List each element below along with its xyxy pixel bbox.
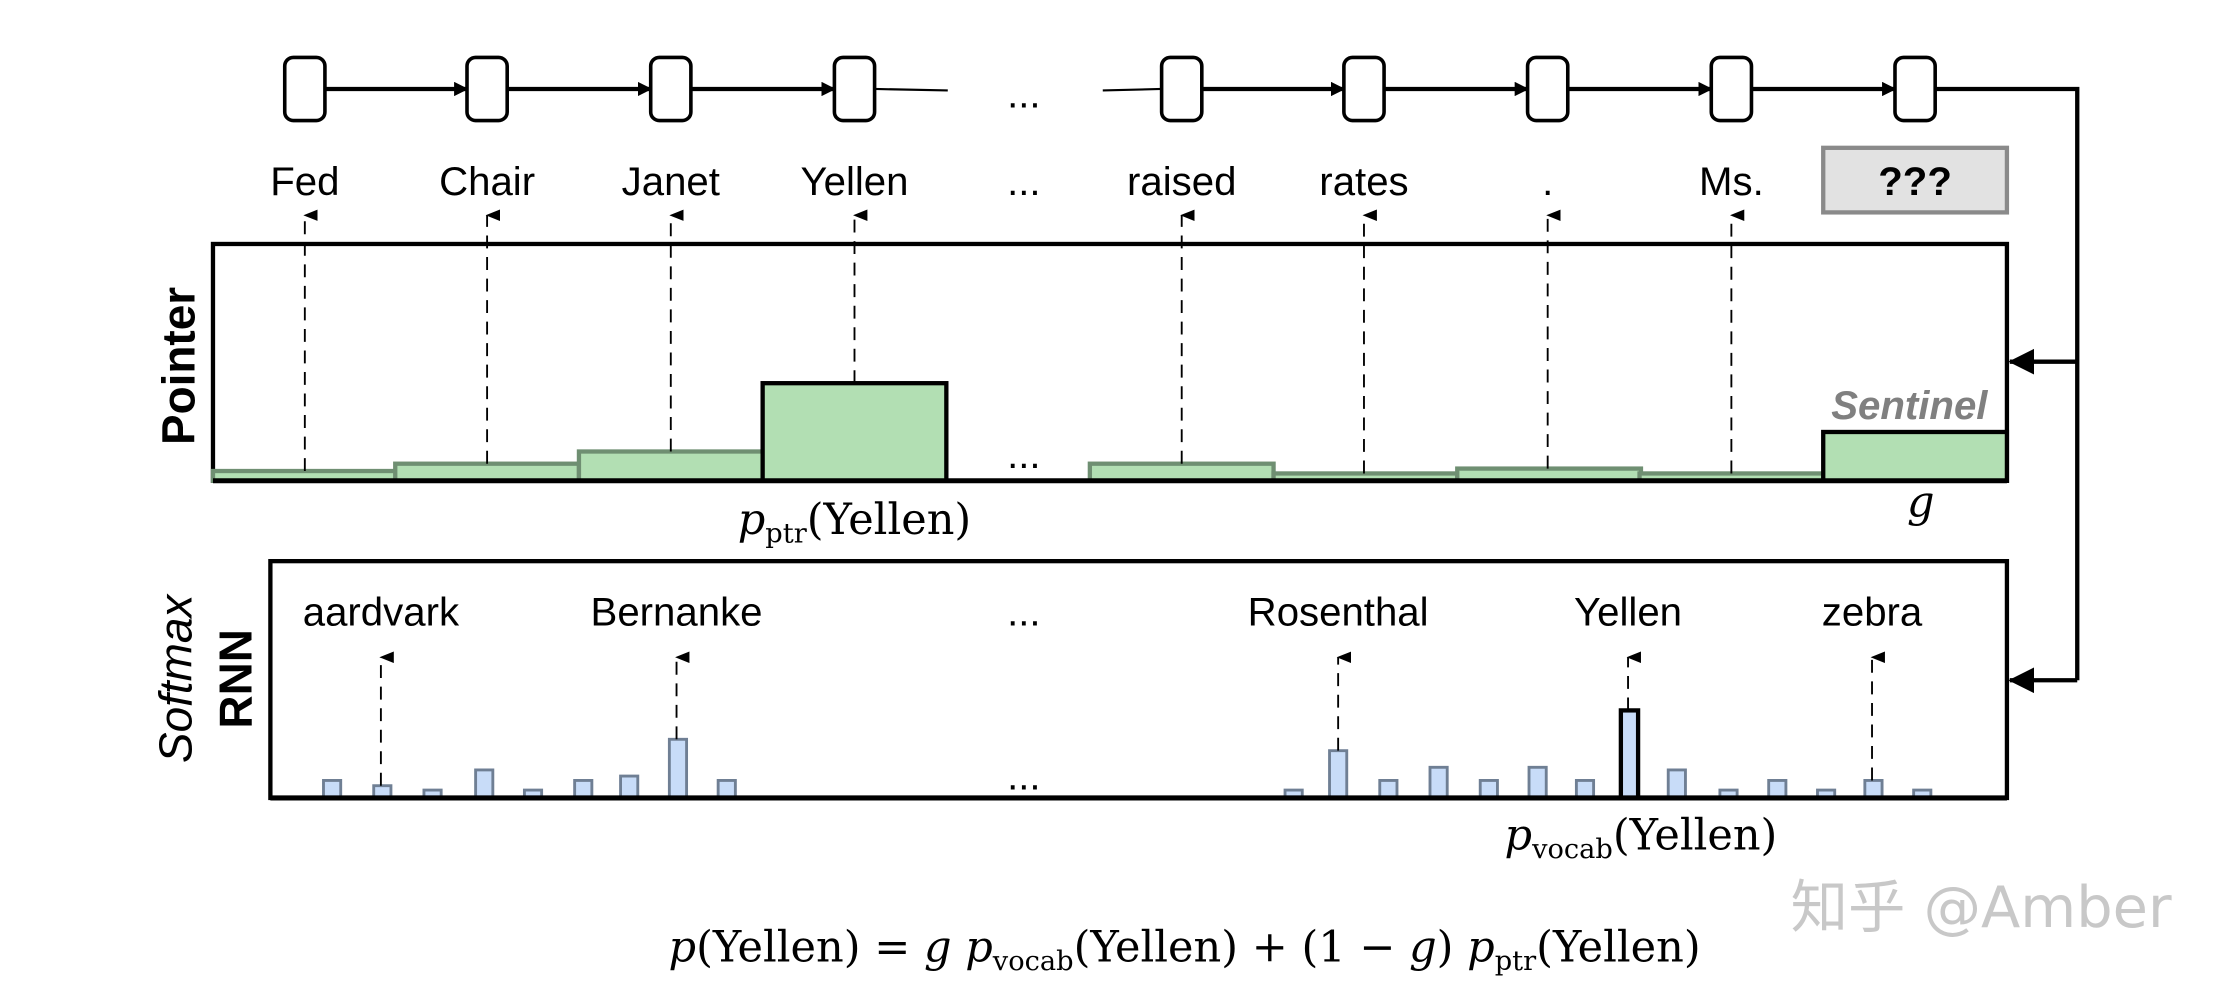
query-text: ??? [1878, 159, 1952, 204]
vocab-target-label: pvocab(Yellen) [1505, 811, 1778, 866]
token-label: Chair [439, 159, 535, 204]
vocab-bar [1428, 765, 1449, 800]
vocab-bar [619, 774, 640, 800]
rnn-cell [1893, 55, 1937, 123]
vocab-bar [1666, 768, 1687, 800]
token-label: Ms. [1699, 159, 1764, 204]
softmax-side-label: Softmax [149, 593, 201, 763]
pointer-ellipsis: ... [1007, 432, 1040, 477]
vocab-bar [1527, 765, 1548, 800]
pointer-side-label: Pointer [152, 287, 204, 445]
vocab-bar [1378, 779, 1399, 800]
token-ellipsis: ... [1007, 159, 1040, 204]
vocab-bar [667, 737, 689, 800]
pointer-bar [1087, 461, 1276, 483]
vocab-ellipsis-top: ... [1007, 590, 1040, 635]
vocab-bar [1478, 779, 1499, 800]
vocab-word-label: aardvark [303, 590, 460, 635]
vocab-word-label: Rosenthal [1248, 590, 1429, 635]
vocab-ellipsis-bottom: ... [1007, 753, 1040, 798]
vocab-word-label: Bernanke [591, 590, 763, 635]
rnn-cell [1525, 55, 1570, 123]
feedback-wires [1935, 86, 2080, 694]
vocab-bar [1328, 749, 1349, 800]
vocab-bar [1618, 708, 1641, 801]
token-label: Janet [622, 159, 720, 204]
rnn-cell [1709, 55, 1754, 123]
sentinel-label: Sentinel [1831, 383, 1988, 428]
rnn-cell [648, 55, 693, 123]
token-label: raised [1127, 159, 1236, 204]
pointer-bar [1821, 429, 2010, 483]
vocab-bar [573, 779, 594, 800]
rnn-chain [282, 55, 1937, 123]
token-labels: Fed Chair Janet Yellen raised rates. Ms. [270, 159, 1764, 204]
rnn-side-label: RNN [210, 629, 262, 728]
mixture-formula: p(Yellen) = g pvocab(Yellen) + (1 − g) p… [669, 923, 1701, 978]
query-box: ??? [1821, 145, 2010, 215]
pointer-target-label: pptr(Yellen) [738, 495, 971, 550]
rnn-connector [1102, 87, 1162, 92]
token-label: Fed [270, 159, 339, 204]
vocab-bar [1863, 779, 1884, 800]
watermark: 知乎 @Amber [1791, 874, 2172, 941]
rnn-ellipsis: ... [1007, 72, 1040, 117]
pointer-panel [210, 209, 2010, 484]
vocab-bar [474, 768, 495, 800]
pointer-bar [576, 449, 765, 483]
token-label: . [1542, 159, 1553, 204]
vocab-bar [322, 779, 343, 800]
pointer-bar [393, 461, 582, 483]
pointer-bar [760, 381, 949, 483]
rnn-cell [1342, 55, 1386, 123]
rnn-cell [832, 55, 877, 123]
token-label: rates [1319, 159, 1408, 204]
vocab-bar [1767, 779, 1788, 800]
gate-label: g [1907, 478, 1935, 528]
vocab-word-label: Yellen [1574, 590, 1682, 635]
rnn-cell [465, 55, 509, 123]
vocab-word-label: zebra [1822, 590, 1923, 635]
vocab-bar [1574, 779, 1596, 800]
rnn-cell [282, 55, 327, 123]
vocab-bar [716, 779, 737, 800]
rnn-cell [1159, 55, 1204, 123]
token-label: Yellen [801, 159, 909, 204]
rnn-connector [874, 87, 948, 92]
softmax-panel: aardvark Bernanke Rosenthal Yellen zebra [268, 558, 2010, 801]
